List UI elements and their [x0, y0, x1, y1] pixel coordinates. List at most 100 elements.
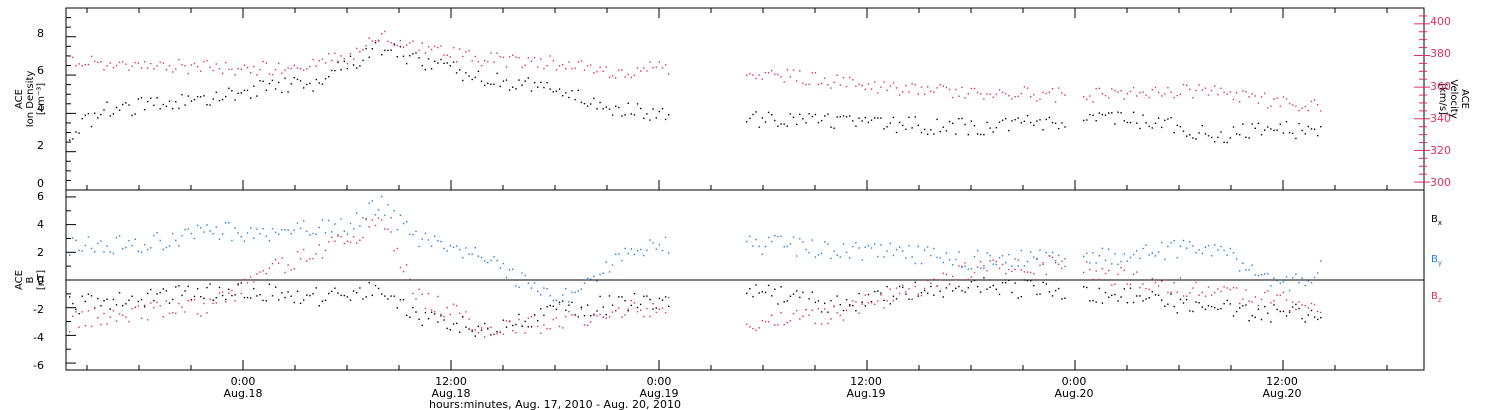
density-point [1170, 117, 1172, 119]
by-point [165, 246, 168, 249]
by-point [1042, 263, 1044, 266]
bz-point [259, 271, 261, 273]
density-point [212, 98, 214, 100]
velocity-point [259, 69, 261, 71]
density-point [1101, 113, 1104, 116]
velocity-point [1132, 86, 1135, 89]
bz-point [1239, 302, 1241, 305]
density-point [371, 48, 373, 50]
velocity-point [1189, 88, 1191, 90]
by-point [752, 245, 754, 247]
density-point [889, 122, 891, 124]
bx-point [159, 291, 161, 294]
density-point [905, 128, 907, 130]
bz-point [771, 314, 773, 316]
bx-point [917, 295, 919, 297]
bx-point [1058, 287, 1060, 290]
by-point [655, 248, 657, 250]
bz-point [69, 331, 71, 333]
bx-point [1260, 318, 1263, 321]
bz-point [1235, 287, 1238, 289]
bx-point [309, 294, 311, 297]
velocity-point [914, 84, 916, 86]
velocity-point [1223, 91, 1225, 94]
bz-point [459, 312, 461, 314]
density-point [892, 116, 895, 119]
bz-point [789, 319, 792, 322]
by-point [518, 286, 520, 288]
bz-point [374, 224, 377, 227]
bx-point [90, 295, 93, 297]
bz-point [858, 312, 860, 314]
bx-point [593, 314, 595, 316]
velocity-point [989, 93, 991, 95]
bz-point [306, 260, 308, 262]
density-point [1304, 133, 1306, 135]
top-panel-frame [65, 7, 1425, 191]
velocity-point [172, 71, 174, 73]
velocity-point [886, 89, 888, 91]
bx-point [955, 287, 957, 290]
bx-point [349, 299, 352, 301]
bz-point [97, 317, 99, 319]
bz-point [1229, 288, 1231, 291]
bx-point [820, 311, 823, 313]
by-point [346, 233, 349, 235]
bx-point [877, 290, 879, 292]
bz-point [1108, 269, 1110, 272]
velocity-point [936, 87, 938, 89]
by-point [265, 235, 267, 237]
bz-point [755, 329, 757, 331]
velocity-point [156, 65, 158, 67]
bz-point [1126, 283, 1129, 285]
density-point [181, 94, 183, 96]
bz-point [508, 320, 511, 322]
density-point [1251, 123, 1253, 125]
bz-point [172, 312, 174, 314]
by-point [1220, 245, 1222, 248]
density-point [1142, 114, 1144, 116]
bz-point [246, 281, 249, 284]
bz-point [961, 265, 963, 267]
by-point [430, 245, 433, 247]
bx-point [318, 305, 320, 307]
density-point [309, 82, 311, 85]
velocity-point [356, 47, 358, 50]
by-point [1317, 272, 1319, 274]
velocity-point [992, 96, 994, 98]
density-point [1048, 116, 1051, 119]
top-y2tick-360: 360 [1430, 80, 1451, 93]
bx-point [817, 300, 820, 302]
bz-point [923, 287, 926, 290]
by-point [1011, 265, 1013, 267]
bz-point [605, 317, 607, 319]
density-point [318, 82, 320, 84]
by-point [836, 254, 838, 256]
bx-point [97, 297, 99, 300]
velocity-point [973, 87, 976, 90]
by-point [1176, 257, 1178, 259]
velocity-point [758, 74, 760, 76]
by-point [112, 252, 115, 255]
velocity-point [371, 40, 373, 42]
velocity-point [343, 58, 345, 60]
velocity-point [908, 91, 910, 93]
bz-point [546, 327, 548, 330]
bx-point [870, 300, 873, 303]
by-point [415, 230, 417, 232]
bz-point [1245, 289, 1247, 291]
bx-point [1139, 295, 1141, 297]
bz-point [412, 292, 414, 295]
bz-point [153, 307, 155, 309]
bz-point [1045, 273, 1047, 276]
bz-point [1123, 269, 1125, 271]
bx-point [543, 314, 545, 317]
bx-point [396, 307, 398, 309]
bx-point [147, 292, 149, 295]
velocity-point [555, 69, 558, 71]
bz-point [443, 316, 445, 318]
top-y2tick-340: 340 [1430, 112, 1451, 125]
legend-by: By [1431, 254, 1442, 267]
by-point [824, 241, 826, 243]
velocity-point [1295, 105, 1297, 107]
